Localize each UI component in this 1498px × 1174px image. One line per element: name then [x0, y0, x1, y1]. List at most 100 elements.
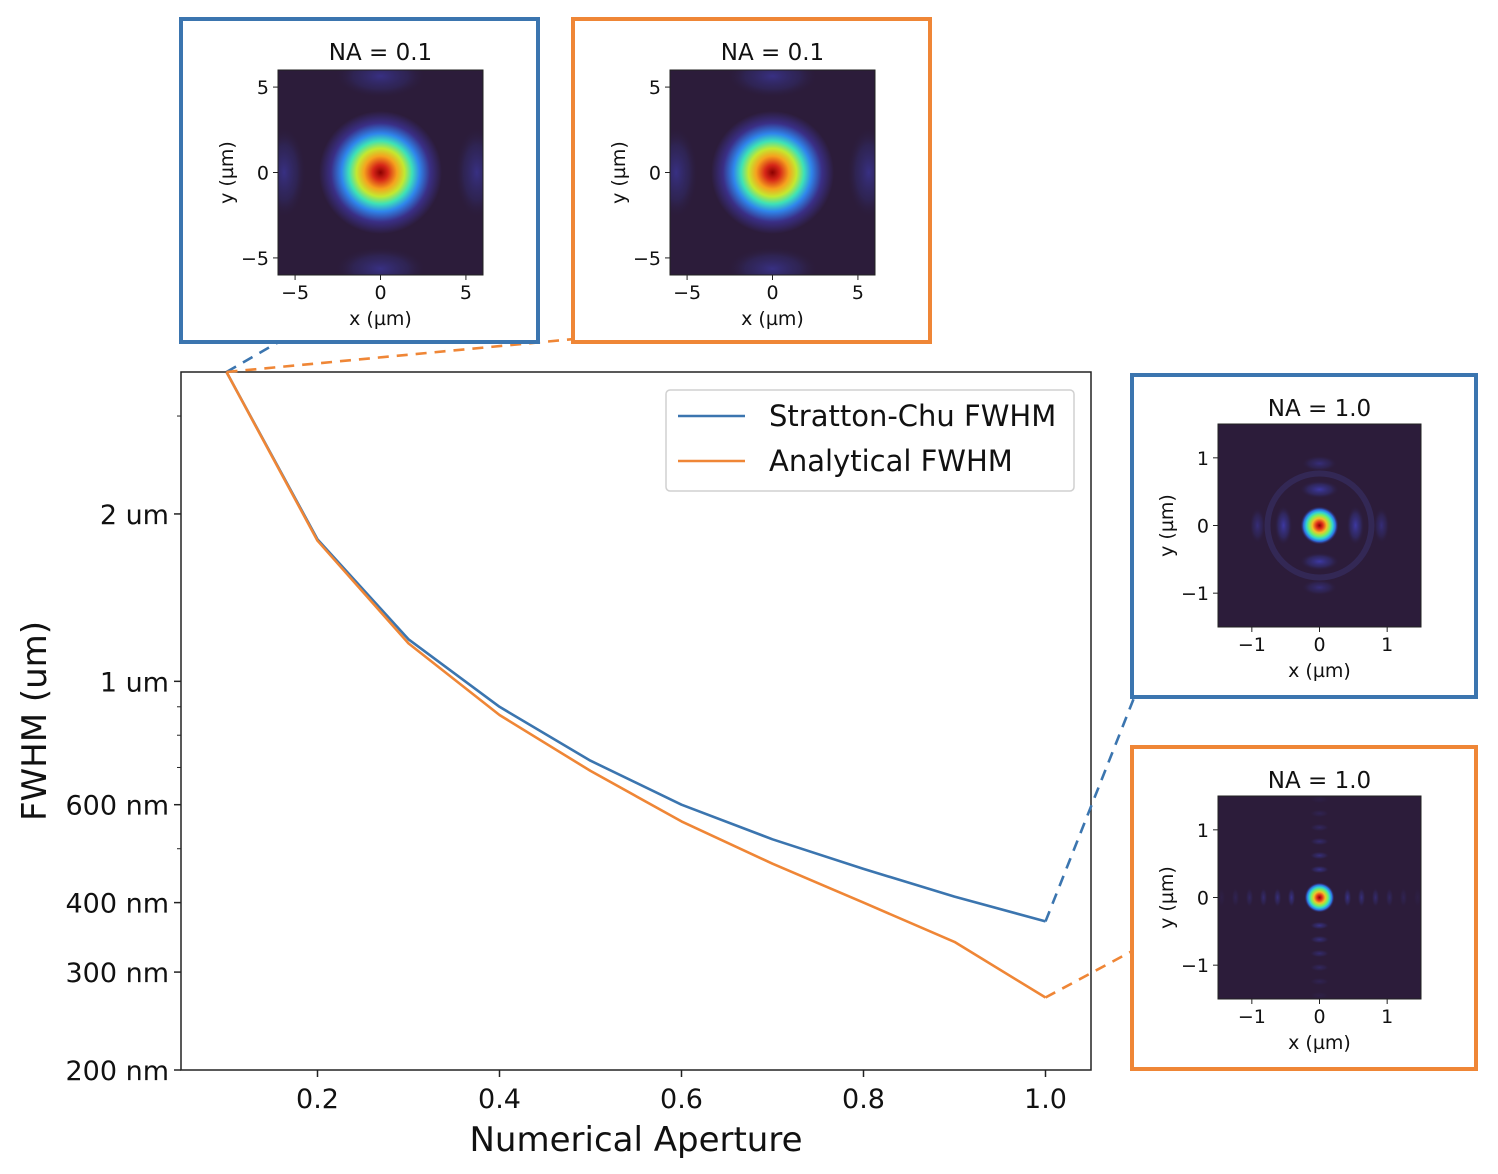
inset-y-tick-label: −1: [1181, 955, 1209, 977]
y-axis-label: FWHM (um): [15, 621, 55, 821]
legend-label-stratton-chu: Stratton-Chu FWHM: [769, 399, 1056, 433]
inset-x-tick-label: 5: [460, 282, 472, 304]
inset-y-tick-label: 5: [257, 77, 269, 99]
psf-cross-lobe: [1259, 887, 1268, 908]
psf-cross-lobe: [1273, 887, 1282, 908]
psf-side-lobe: [670, 126, 699, 219]
psf-cross-lobe: [1309, 823, 1330, 832]
inset-y-tick-label: 1: [1197, 448, 1209, 470]
psf-ring-lobe: [1346, 505, 1365, 546]
inset-panel-nan01-strattonchu: NA = 0.1 −5 −5 0 0 5 5 x (µm) y (µm): [179, 17, 540, 344]
psf-ring-lobe-outer: [1373, 507, 1390, 544]
x-tick-label: 0.2: [296, 1084, 339, 1115]
inset-x-label: x (µm): [349, 308, 412, 330]
inset-x-tick-label: −5: [281, 282, 309, 304]
legend-box: [665, 389, 1075, 492]
psf-ring-lobe: [1274, 505, 1293, 546]
inset-y-tick-label: 5: [649, 77, 661, 99]
x-tick-label: 0.6: [660, 1084, 703, 1115]
inset-x-tick-label: 0: [1313, 634, 1325, 656]
inset-y-tick-label: 0: [257, 163, 269, 185]
psf-ring-lobe-outer: [1301, 455, 1338, 472]
inset-y-tick-label: −1: [1181, 583, 1209, 605]
psf-image: [278, 70, 483, 275]
psf-main-spot: [1300, 506, 1339, 545]
psf-image: [1218, 796, 1421, 999]
psf-side-lobe: [726, 246, 819, 275]
psf-cross-lobe: [1309, 809, 1330, 818]
inset-y-tick-label: 0: [1197, 888, 1209, 910]
connector-na10-strattonchu: [1044, 659, 1151, 922]
psf-cross-lobe: [1218, 887, 1226, 908]
inset-x-label: x (µm): [1288, 660, 1351, 682]
inset-x-tick-label: −5: [673, 282, 701, 304]
psf-side-lobe: [454, 126, 483, 219]
psf-cross-lobe: [1399, 887, 1408, 908]
psf-main-spot: [1304, 882, 1335, 913]
y-tick-label: 300 nm: [65, 958, 169, 989]
series-lines: [225, 371, 1047, 999]
inset-panel-na10-strattonchu: NA = 1.0 −1 −1 0 0 1 1 x (µm) y (µm): [1130, 373, 1478, 699]
psf-cross-lobe: [1309, 935, 1330, 944]
y-tick-label: 200 nm: [65, 1056, 169, 1087]
x-tick-label: 0.4: [478, 1084, 521, 1115]
psf-side-lobe: [278, 126, 307, 219]
y-axis-ticks: 200 nm 300 nm 400 nm 600 nm 1 um 2 um: [65, 415, 181, 1087]
inset-x-tick-label: 1: [1381, 634, 1393, 656]
legend-label-analytical: Analytical FWHM: [769, 444, 1013, 478]
psf-main-spot: [697, 97, 848, 248]
psf-ring-lobe: [1299, 480, 1340, 499]
psf-image: [670, 70, 875, 275]
inset-x-tick-label: 5: [852, 282, 864, 304]
inset-panel-na10-analytical: NA = 1.0 −1 −1 0 0 1 1 x (µm) y (µm): [1130, 745, 1478, 1071]
psf-side-lobe: [334, 70, 427, 99]
psf-cross-lobe: [1309, 796, 1330, 804]
x-tick-label: 1.0: [1024, 1084, 1067, 1115]
inset-y-tick-label: −5: [633, 248, 661, 270]
psf-ring-lobe-outer: [1301, 579, 1338, 596]
psf-image: [1249, 455, 1390, 596]
inset-title: NA = 1.0: [1268, 396, 1371, 422]
inset-x-label: x (µm): [741, 308, 804, 330]
psf-insets: NA = 0.1 −5 −5 0 0 5 5 x (µm) y (µm) NA = 0.1 −5 −5…: [179, 17, 1478, 1071]
series-line-0: [225, 371, 1046, 923]
psf-cross-lobe: [1371, 887, 1380, 908]
inset-y-tick-label: 0: [1197, 516, 1209, 538]
psf-cross-lobe: [1309, 991, 1330, 999]
inset-y-tick-label: 0: [649, 163, 661, 185]
legend: Stratton-Chu FWHM Analytical FWHM: [665, 389, 1075, 492]
psf-ring: [1264, 470, 1375, 581]
psf-cross-lobe: [1309, 865, 1330, 874]
inset-title: NA = 1.0: [1268, 768, 1371, 794]
psf-cross-lobe: [1309, 851, 1330, 860]
inset-y-label: y (µm): [1156, 494, 1178, 557]
plot-frame: [180, 371, 1092, 1071]
psf-ring-lobe-outer: [1249, 507, 1266, 544]
psf-ring-lobe: [1299, 552, 1340, 571]
inset-y-label: y (µm): [216, 141, 238, 204]
psf-side-lobe: [334, 246, 427, 275]
inset-title: NA = 0.1: [721, 40, 824, 66]
inset-y-tick-label: 1: [1197, 820, 1209, 842]
psf-cross-lobe: [1357, 887, 1366, 908]
inset-panel-na01-analytical: NA = 0.1 −5 −5 0 0 5 5 x (µm) y (µm): [571, 17, 932, 344]
psf-cross-lobe: [1309, 977, 1330, 986]
inset-title: NA = 0.1: [329, 40, 432, 66]
y-tick-label: 2 um: [100, 500, 169, 531]
psf-cross-lobe: [1385, 887, 1394, 908]
psf-cross-lobe: [1309, 921, 1330, 930]
main-plot: 0.2 0.4 0.6 0.8 1.0 200 nm 300 nm 400 nm 600 nm…: [15, 371, 1092, 1160]
psf-cross-lobe: [1309, 837, 1330, 846]
y-tick-label: 600 nm: [65, 791, 169, 822]
psf-cross-lobe: [1231, 887, 1240, 908]
psf-main-spot: [305, 97, 456, 248]
y-tick-label: 400 nm: [65, 889, 169, 920]
psf-cross-lobe: [1343, 887, 1352, 908]
psf-cross-lobe: [1413, 887, 1421, 908]
x-axis-label: Numerical Aperture: [470, 1120, 803, 1160]
inset-y-label: y (µm): [608, 141, 630, 204]
psf-cross-lobe: [1287, 887, 1296, 908]
x-axis-ticks: 0.2 0.4 0.6 0.8 1.0: [296, 1070, 1067, 1115]
inset-x-label: x (µm): [1288, 1032, 1351, 1054]
